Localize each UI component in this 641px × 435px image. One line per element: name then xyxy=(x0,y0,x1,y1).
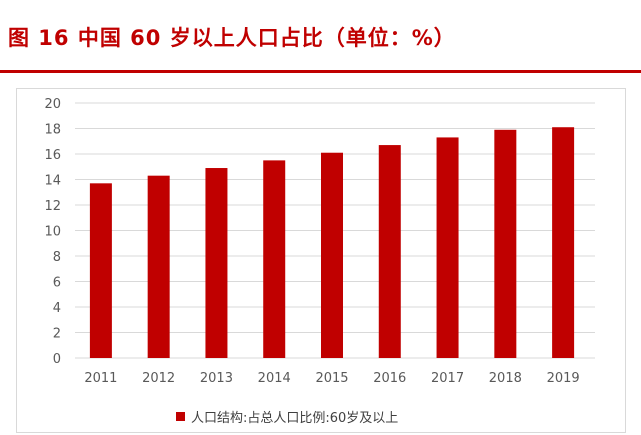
bar-2019 xyxy=(552,127,575,358)
x-tick-label: 2015 xyxy=(315,371,348,386)
y-tick-label: 12 xyxy=(44,199,61,214)
x-tick-label: 2019 xyxy=(547,371,580,386)
y-tick-label: 20 xyxy=(44,97,61,112)
title-divider xyxy=(0,70,641,73)
x-tick-label: 2011 xyxy=(84,371,117,386)
bar-2011 xyxy=(89,183,112,358)
y-tick-label: 8 xyxy=(53,250,61,265)
bars xyxy=(89,127,575,358)
bar-2015 xyxy=(321,152,343,358)
x-tick-label: 2013 xyxy=(200,371,233,386)
x-tick-label: 2016 xyxy=(373,371,406,386)
x-axis-ticks: 2011 2012 2013 2014 2015 2016 2017 2018 2019 xyxy=(84,371,579,386)
y-tick-label: 4 xyxy=(53,301,61,316)
bar-2014 xyxy=(263,160,286,358)
legend-swatch xyxy=(176,412,185,421)
y-axis-ticks: 0 2 4 6 8 10 12 14 16 18 20 xyxy=(44,97,61,367)
page-title: 图 16 中国 60 岁以上人口占比（单位：%） xyxy=(8,26,456,50)
bar-2013 xyxy=(205,168,228,358)
legend: 人口结构:占总人口比例:60岁及以上 xyxy=(176,407,398,426)
bar-2018 xyxy=(494,129,517,358)
y-tick-label: 2 xyxy=(53,327,61,342)
y-tick-label: 6 xyxy=(53,276,61,291)
x-tick-label: 2017 xyxy=(431,371,464,386)
y-tick-label: 0 xyxy=(53,352,61,367)
x-tick-label: 2014 xyxy=(258,371,291,386)
y-tick-label: 10 xyxy=(44,225,61,240)
bar-2012 xyxy=(147,175,170,358)
x-tick-label: 2012 xyxy=(142,371,175,386)
legend-label: 人口结构:占总人口比例:60岁及以上 xyxy=(191,411,399,426)
y-tick-label: 16 xyxy=(44,148,61,163)
bar-2017 xyxy=(436,137,459,358)
x-tick-label: 2018 xyxy=(489,371,522,386)
y-tick-label: 14 xyxy=(44,174,61,189)
y-tick-label: 18 xyxy=(44,123,61,138)
bar-2016 xyxy=(378,145,401,358)
